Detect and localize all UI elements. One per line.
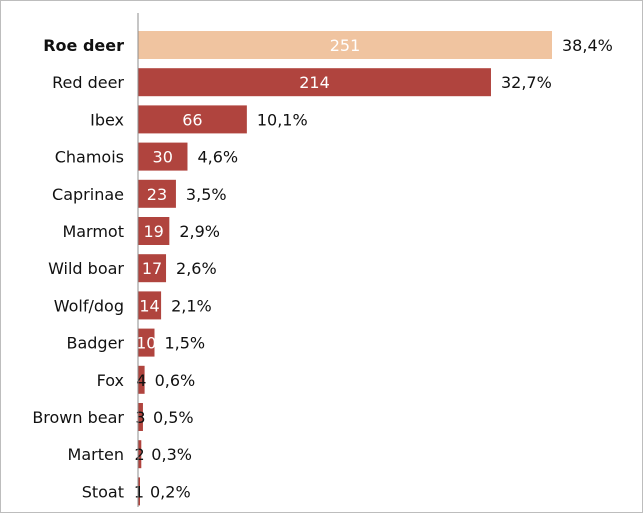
value-label: 3 <box>135 408 145 427</box>
bar <box>138 179 176 208</box>
value-label: 214 <box>299 73 330 92</box>
category-label: Wolf/dog <box>54 296 124 315</box>
category-label: Ibex <box>90 110 124 129</box>
bar <box>138 217 170 245</box>
category-label: Badger <box>66 334 124 353</box>
category-label: Roe deer <box>43 36 124 55</box>
percent-label: 0,6% <box>155 371 196 390</box>
category-label: Fox <box>97 371 124 390</box>
value-label: 2 <box>135 445 145 464</box>
percent-label: 0,3% <box>151 445 192 464</box>
percent-label: 0,5% <box>153 408 194 427</box>
value-label: 66 <box>182 110 202 129</box>
bar <box>138 365 145 394</box>
percent-label: 1,5% <box>164 334 205 353</box>
bar <box>138 477 140 506</box>
value-label: 30 <box>153 148 173 167</box>
bar <box>138 68 491 97</box>
value-label: 10 <box>136 334 156 353</box>
category-label: Marten <box>68 445 124 464</box>
percent-label: 2,9% <box>179 222 220 241</box>
category-label: Caprinae <box>52 185 124 204</box>
percent-label: 2,6% <box>176 259 217 278</box>
value-label: 4 <box>136 371 146 390</box>
category-label: Red deer <box>52 73 124 92</box>
percent-label: 0,2% <box>150 482 191 501</box>
category-label: Marmot <box>62 222 124 241</box>
bar <box>138 328 155 357</box>
bar <box>138 403 143 431</box>
category-label: Stoat <box>82 482 124 501</box>
category-label: Brown bear <box>32 408 124 427</box>
bar <box>138 291 162 320</box>
percent-label: 4,6% <box>197 148 238 167</box>
value-label: 23 <box>147 185 167 204</box>
bar <box>138 31 552 59</box>
category-label: Chamois <box>55 148 124 167</box>
percent-label: 32,7% <box>501 73 552 92</box>
value-label: 17 <box>142 259 162 278</box>
bar <box>138 254 167 283</box>
percent-label: 3,5% <box>186 185 227 204</box>
percent-label: 2,1% <box>171 296 212 315</box>
bar <box>138 142 188 171</box>
value-label: 19 <box>143 222 163 241</box>
bar <box>138 105 247 134</box>
value-label: 251 <box>330 36 361 55</box>
percent-label: 10,1% <box>257 110 308 129</box>
value-label: 14 <box>139 296 159 315</box>
value-label: 1 <box>134 482 144 501</box>
category-label: Wild boar <box>48 259 124 278</box>
percent-label: 38,4% <box>562 36 613 55</box>
bar <box>138 440 142 469</box>
